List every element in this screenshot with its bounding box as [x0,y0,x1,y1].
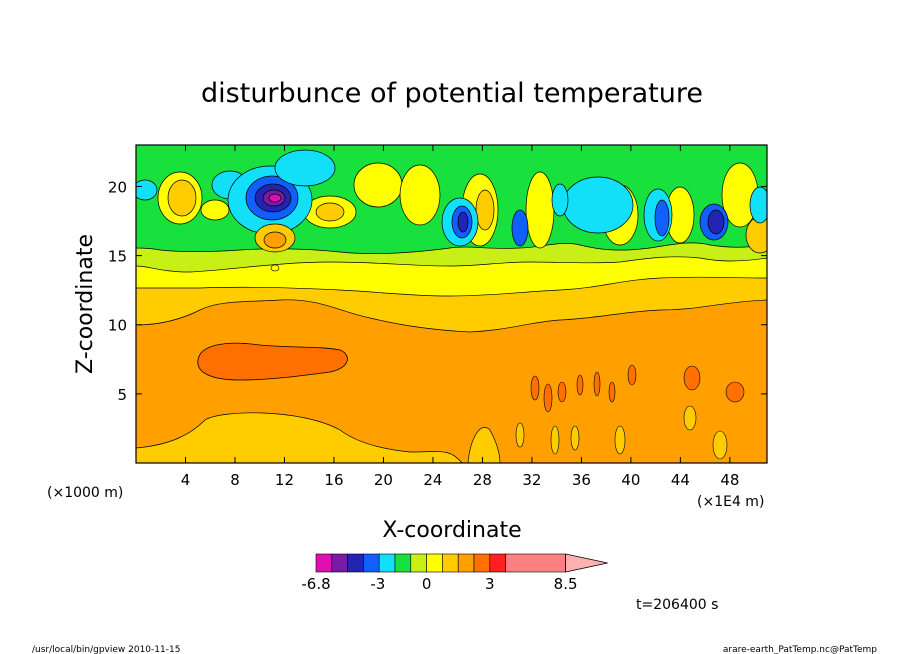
small-cell [515,422,525,448]
small-warm-cells [270,264,745,460]
lobe [475,189,495,231]
x-axis-label: X-coordinate [382,518,521,543]
small-cell [543,383,553,413]
warm-maximum [197,342,348,381]
x-axis-ticks: 4 8 12 16 20 24 28 32 36 40 44 48 [181,145,739,489]
cold-cell [707,209,725,235]
heatmap-field [136,145,767,463]
lobe [167,179,197,217]
small-cell [593,371,601,397]
small-cell [576,374,584,396]
colorbar-segment [457,553,475,573]
chart-title: disturbunce of potential temperature [201,78,703,109]
cold-cell [511,209,529,247]
colorbar-segment [331,553,348,573]
small-cell [550,425,560,455]
colorbar-tick-label: -6.8 [301,575,330,593]
small-cell [270,264,280,272]
colorbar-segment [426,553,443,573]
x-tick-label: 32 [522,471,541,489]
x-unit-right: (×1E4 m) [697,494,764,510]
small-cell [570,425,580,451]
y-tick-label: 10 [108,317,127,335]
x-tick-label: 8 [230,471,240,489]
cold-cells [136,149,767,247]
lobe [525,171,555,249]
colorbar-ticks: -6.8 -3 0 3 8.5 [301,575,577,593]
colorbar-segment [378,553,396,573]
colorbar-segment [410,553,427,573]
plot-frame [135,144,768,464]
colorbar-tick-label: -3 [370,575,385,593]
band-ground-2 [467,427,501,463]
y-axis-label: Z-coordinate [73,234,98,374]
small-cell [712,430,728,460]
x-tick-label: 44 [671,471,690,489]
colorbar-tick-label: 3 [485,575,495,593]
y-tick-label: 20 [108,178,127,196]
lobe [200,199,230,221]
small-cell [608,381,616,403]
small-cell [725,381,745,403]
x-tick-label: 20 [374,471,393,489]
colorbar [315,553,608,573]
lobe [353,162,403,208]
lobe [315,202,345,222]
x-tick-label: 12 [275,471,294,489]
x-unit-left: (×1000 m) [47,485,123,501]
x-tick-label: 48 [720,471,739,489]
cold-cell [749,186,767,224]
y-tick-label: 15 [108,248,127,266]
colorbar-segment [363,553,380,573]
y-tick-label: 5 [117,386,127,404]
cold-cell [562,176,634,234]
small-cell [683,405,697,431]
small-cell [614,425,626,455]
footer-left: /usr/local/bin/gpview 2010-11-15 [32,645,180,654]
colorbar-segment [315,553,333,573]
cold-cell [457,211,469,233]
colorbar-segment [394,553,412,573]
colorbar-segment [489,553,506,573]
small-cell [683,365,701,391]
x-tick-label: 36 [572,471,591,489]
colorbar-tick-label: 8.5 [554,575,578,593]
x-tick-label: 40 [621,471,640,489]
cold-cell [136,179,158,201]
x-tick-label: 16 [324,471,343,489]
x-tick-label: 28 [473,471,492,489]
x-tick-label: 4 [181,471,191,489]
colorbar-arrow [565,553,608,573]
y-axis-ticks: 5 10 15 20 [108,178,767,404]
cold-cell [274,149,336,187]
time-label: t=206400 s [636,597,718,613]
warm-core-inner [263,231,287,249]
footer-right: arare-earth_PatTemp.nc@PatTemp [723,645,877,654]
colorbar-segment [347,553,364,573]
cold-cell [268,193,282,203]
cold-cell [654,199,670,237]
lobe [399,164,441,226]
colorbar-segment [442,553,459,573]
colorbar-segment [505,553,566,573]
x-tick-label: 24 [423,471,442,489]
band-ground [136,412,463,463]
colorbar-segment [473,553,491,573]
colorbar-tick-label: 0 [422,575,432,593]
small-cell [530,375,540,401]
small-cell [557,381,567,403]
cold-cell [551,183,569,217]
small-cell [627,364,637,386]
